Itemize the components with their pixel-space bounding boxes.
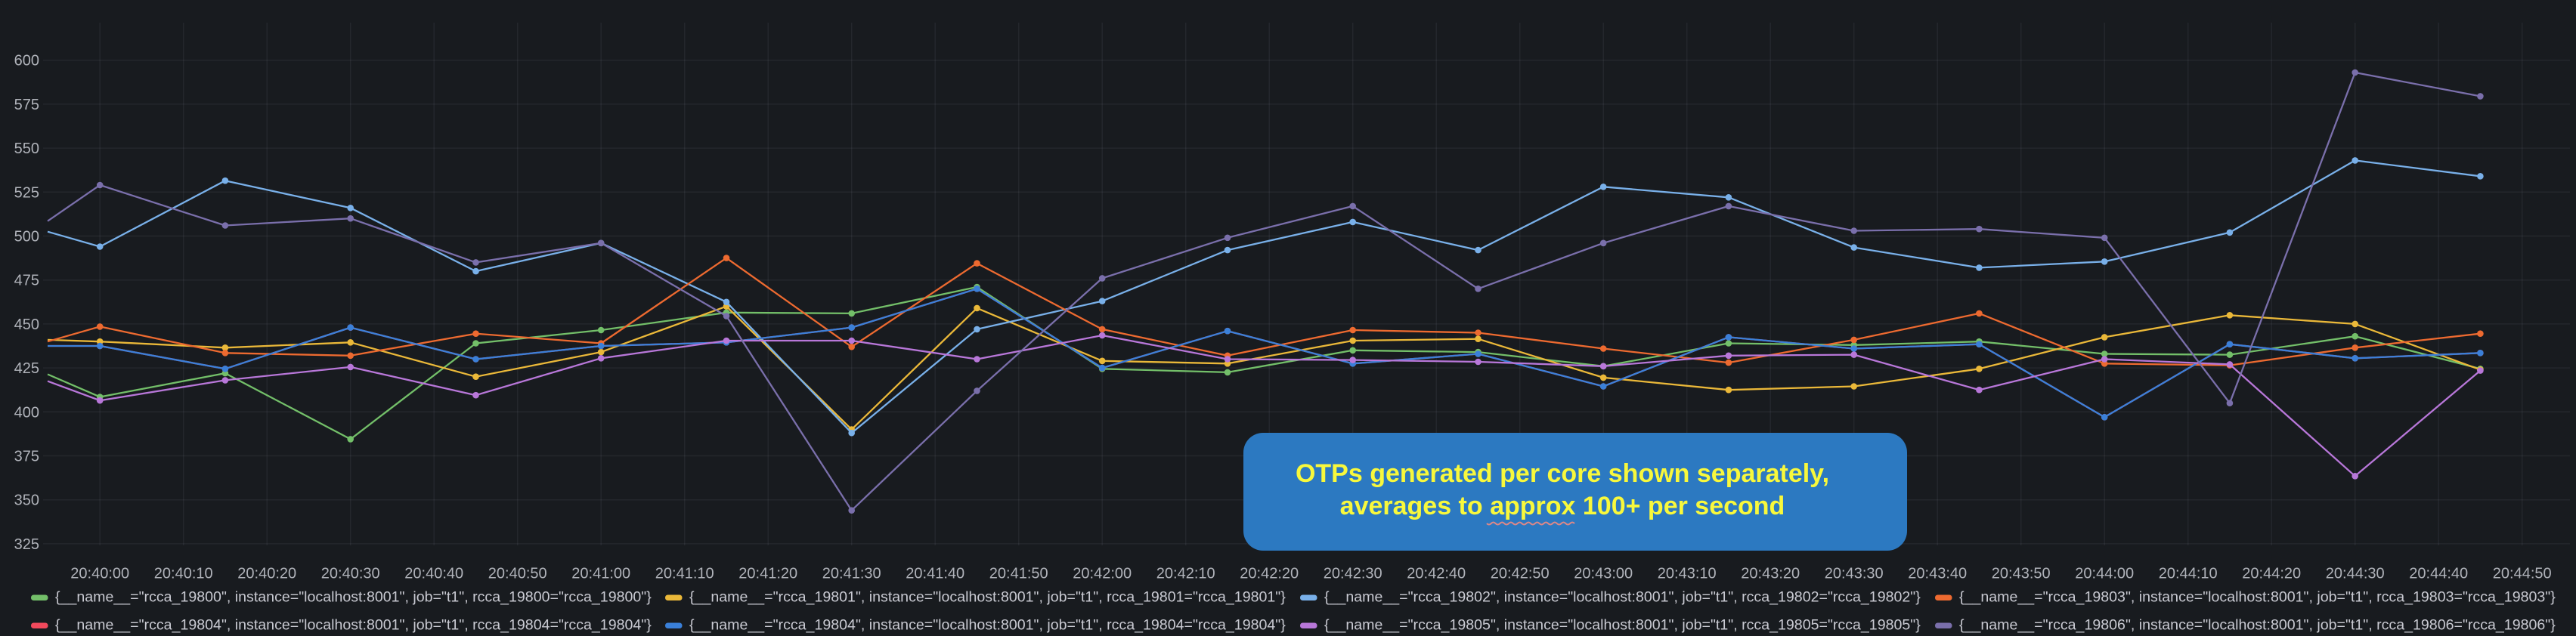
svg-text:{__name__="rcca_19802", instan: {__name__="rcca_19802", instance="localh… [1324, 588, 1921, 605]
svg-text:20:43:00: 20:43:00 [1574, 566, 1633, 582]
svg-text:{__name__="rcca_19804", instan: {__name__="rcca_19804", instance="localh… [55, 616, 652, 633]
svg-text:600: 600 [14, 53, 39, 69]
svg-text:{__name__="rcca_19805", instan: {__name__="rcca_19805", instance="localh… [1324, 616, 1921, 633]
svg-text:450: 450 [14, 316, 39, 333]
svg-text:{__name__="rcca_19800", instan: {__name__="rcca_19800", instance="localh… [55, 588, 652, 605]
svg-text:{__name__="rcca_19806", instan: {__name__="rcca_19806", instance="localh… [1959, 616, 2556, 633]
svg-text:20:41:40: 20:41:40 [906, 566, 964, 582]
svg-text:20:43:30: 20:43:30 [1825, 566, 1884, 582]
svg-text:350: 350 [14, 492, 39, 509]
svg-text:20:43:10: 20:43:10 [1658, 566, 1717, 582]
svg-text:550: 550 [14, 140, 39, 157]
svg-text:20:44:20: 20:44:20 [2242, 566, 2301, 582]
svg-text:20:43:40: 20:43:40 [1908, 566, 1967, 582]
svg-text:375: 375 [14, 449, 39, 465]
svg-text:325: 325 [14, 536, 39, 553]
svg-text:500: 500 [14, 229, 39, 245]
svg-text:575: 575 [14, 97, 39, 113]
svg-text:20:40:30: 20:40:30 [321, 566, 380, 582]
svg-text:20:43:50: 20:43:50 [1992, 566, 2051, 582]
svg-text:20:41:10: 20:41:10 [655, 566, 714, 582]
svg-text:20:40:50: 20:40:50 [488, 566, 547, 582]
svg-text:400: 400 [14, 404, 39, 421]
svg-text:20:40:20: 20:40:20 [237, 566, 296, 582]
svg-text:{__name__="rcca_19801", instan: {__name__="rcca_19801", instance="localh… [689, 588, 1286, 605]
svg-text:20:44:00: 20:44:00 [2075, 566, 2134, 582]
svg-text:20:42:40: 20:42:40 [1407, 566, 1466, 582]
svg-text:475: 475 [14, 273, 39, 289]
svg-text:425: 425 [14, 360, 39, 377]
svg-text:20:40:10: 20:40:10 [154, 566, 213, 582]
svg-text:{__name__="rcca_19804", instan: {__name__="rcca_19804", instance="localh… [689, 616, 1286, 633]
svg-text:20:41:20: 20:41:20 [738, 566, 797, 582]
svg-text:20:40:40: 20:40:40 [404, 566, 463, 582]
svg-text:20:41:00: 20:41:00 [571, 566, 630, 582]
svg-text:20:42:30: 20:42:30 [1324, 566, 1382, 582]
svg-text:OTPs generated per core shown: OTPs generated per core shown separately… [1296, 459, 1829, 488]
svg-text:{__name__="rcca_19803", instan: {__name__="rcca_19803", instance="localh… [1959, 588, 2556, 605]
svg-text:20:44:30: 20:44:30 [2326, 566, 2385, 582]
svg-text:20:42:20: 20:42:20 [1240, 566, 1299, 582]
svg-text:20:44:50: 20:44:50 [2493, 566, 2552, 582]
svg-text:20:42:10: 20:42:10 [1156, 566, 1215, 582]
svg-text:20:41:50: 20:41:50 [989, 566, 1048, 582]
svg-text:20:40:00: 20:40:00 [70, 566, 129, 582]
svg-text:20:44:10: 20:44:10 [2159, 566, 2218, 582]
svg-text:525: 525 [14, 184, 39, 201]
svg-text:20:44:40: 20:44:40 [2409, 566, 2468, 582]
svg-text:20:41:30: 20:41:30 [822, 566, 881, 582]
svg-text:20:43:20: 20:43:20 [1741, 566, 1800, 582]
svg-text:20:42:00: 20:42:00 [1073, 566, 1132, 582]
svg-text:20:42:50: 20:42:50 [1491, 566, 1550, 582]
svg-text:averages to approx 100+ per se: averages to approx 100+ per second [1340, 492, 1785, 520]
